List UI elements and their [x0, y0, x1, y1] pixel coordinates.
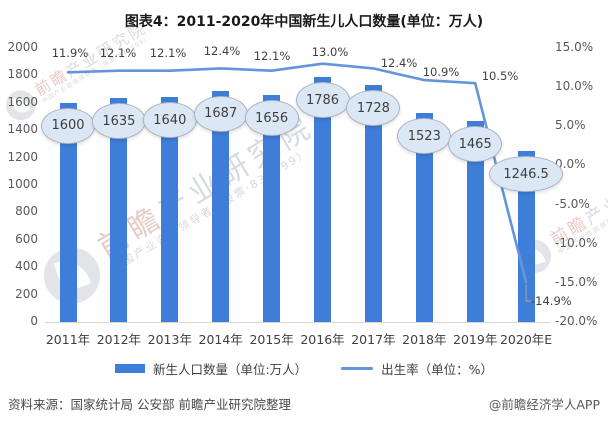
bar-value-label: 1728 [346, 90, 401, 127]
y-axis-left-tick: 400 [15, 259, 38, 274]
bar-value-label: 1635 [91, 103, 146, 139]
y-axis-left-tick: 1400 [7, 122, 38, 137]
y-axis-left-tick: 800 [15, 204, 38, 219]
bar-series-swatch [114, 364, 145, 373]
y-axis-left-tick: 1200 [7, 149, 38, 164]
y-axis-right-tick: -10.0% [555, 235, 598, 250]
y-axis-right-tick: 0.0% [555, 157, 586, 172]
bar-value-label: 1246.5 [489, 156, 564, 193]
bar-value-label: 1640 [142, 102, 197, 139]
birth-rate-label: 12.1% [99, 46, 137, 60]
x-axis-tick: 2013年 [147, 332, 192, 347]
x-axis-tick: 2019年 [453, 332, 498, 347]
y-axis-right-tick: 10.0% [555, 79, 594, 94]
x-axis-tick: 2012年 [96, 332, 142, 347]
bar-value-label: 1523 [397, 118, 452, 155]
birth-rate-label: 12.1% [253, 49, 291, 63]
birth-rate-label: 10.9% [422, 65, 460, 79]
y-axis-left-tick: 200 [15, 286, 38, 301]
watermark-text: 前瞻 [92, 199, 171, 266]
y-axis-left-tick: 1000 [7, 177, 38, 191]
legend-label: 出生率（单位：%） [381, 362, 494, 377]
bar-value-label: 1786 [295, 82, 350, 119]
birth-rate-label: 12.4% [203, 44, 241, 58]
y-axis-right-tick: -15.0% [555, 274, 598, 289]
y-axis-right-tick: 5.0% [555, 118, 586, 133]
birth-rate-label: -14.9% [531, 294, 572, 308]
legend: 新生人口数量（单位:万人） 出生率（单位：%） [0, 359, 608, 378]
y-axis-right-tick: -20.0% [555, 313, 598, 328]
x-axis-tick: 2014年 [198, 332, 243, 347]
x-axis-tick: 2016年 [300, 332, 345, 347]
bar-value-label: 1656 [244, 100, 299, 137]
y-axis-left-tick: 600 [15, 231, 38, 246]
footer: 资料来源：国家统计局 公安部 前瞻产业研究院整理 @前瞻经济学人APP [0, 394, 608, 413]
x-axis-tick: 2020年E [499, 332, 553, 347]
bar-value-label: 1687 [193, 95, 248, 132]
y-axis-left-tick: 1800 [7, 67, 38, 82]
chart-title: 图表4：2011-2020年中国新生儿人口数量(单位：万人) [124, 14, 484, 30]
bar-value-label: 1465 [448, 126, 503, 163]
x-axis-tick: 2015年 [249, 332, 294, 347]
birth-rate-label: 12.4% [380, 56, 418, 70]
y-axis-right-tick: -5.0% [555, 196, 590, 211]
credit-text: @前瞻经济学人APP [488, 397, 600, 412]
x-axis-tick: 2017年 [351, 332, 396, 347]
legend-label: 新生人口数量（单位:万人） [152, 362, 308, 377]
y-axis-right-tick: 15.0% [555, 40, 594, 54]
legend-item-birth-rate: 出生率（单位：%） [341, 359, 493, 378]
x-axis-line [45, 322, 550, 323]
y-axis-left-tick: 2000 [7, 40, 38, 54]
bar-value-label: 1600 [41, 107, 95, 144]
y-axis-left-tick: 0 [30, 314, 38, 328]
data-source-text: 资料来源：国家统计局 公安部 前瞻产业研究院整理 [8, 397, 291, 412]
birth-rate-label: 13.0% [311, 45, 349, 59]
y-axis-left-tick: 1600 [7, 94, 38, 109]
birth-rate-label: 11.9% [51, 46, 89, 60]
birth-rate-label: 10.5% [481, 69, 519, 83]
x-axis-tick: 2018年 [402, 332, 447, 347]
x-axis-tick: 2011年 [45, 332, 91, 347]
line-series-swatch [341, 367, 374, 370]
birth-rate-label: 12.1% [149, 46, 187, 60]
legend-item-newborn-population: 新生人口数量（单位:万人） [114, 359, 308, 378]
